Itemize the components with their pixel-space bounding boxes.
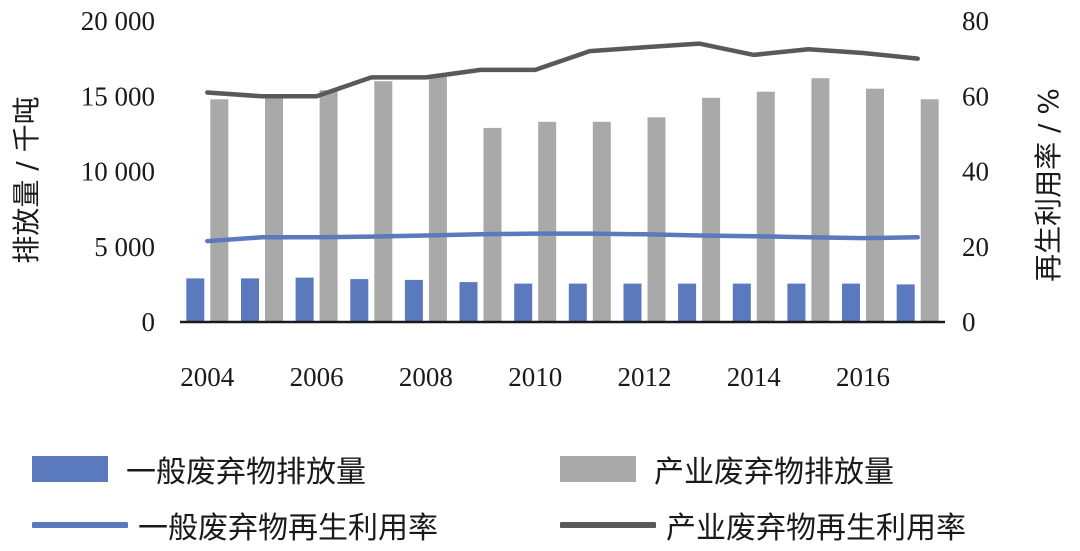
bar-series-0-2011 [568,283,587,322]
bar-series-1-2004 [210,99,229,322]
x-tick-label-2004: 2004 [180,362,235,392]
lines-layer [205,41,920,244]
bar-series-0-2005 [241,278,259,322]
right-axis-title: 再生利用率 / % [1032,88,1065,282]
legend-swatch-industrial-recycling [560,522,656,528]
bar-series-1-2011 [592,121,611,322]
legend-item-general-emission: 一般废弃物排放量 [32,444,366,494]
line-series-2 [205,231,920,244]
bar-series-0-2015 [787,283,806,322]
bar-series-0-2017 [896,284,915,322]
x-axis-ticks: 2004 2006 2008 2010 2012 2014 2016 [180,362,890,392]
bar-series-1-2017 [920,99,939,322]
x-tick-label-2006: 2006 [290,362,344,392]
legend-label-general-emission: 一般废弃物排放量 [126,455,366,490]
bars-layer [186,75,939,323]
bar-series-1-2005 [265,97,283,322]
bar-series-0-2013 [678,283,697,322]
bar-series-0-2008 [404,279,423,322]
left-tick-label-3: 15 000 [81,81,155,111]
legend-swatch-general-recycling [32,522,128,528]
bar-series-1-2014 [756,91,775,322]
left-tick-label-2: 10 000 [81,157,155,187]
bar-series-1-2009 [483,127,502,323]
bar-series-0-2007 [350,279,369,322]
bar-series-1-2016 [866,88,884,322]
legend-item-industrial-recycling: 产业废弃物再生利用率 [560,500,966,550]
x-tick-label-2012: 2012 [618,362,672,392]
right-tick-label-1: 20 [962,232,989,262]
legend-item-general-recycling: 一般废弃物再生利用率 [32,500,438,550]
left-tick-label-1: 5 000 [94,232,155,262]
left-axis-title: 排放量 / 千吨 [10,96,43,263]
bar-series-0-2004 [186,278,205,322]
bar-series-1-2013 [702,97,721,322]
x-tick-label-2010: 2010 [508,362,562,392]
legend-swatch-general-emission [32,456,108,482]
bar-series-0-2010 [514,283,533,322]
x-tick-label-2014: 2014 [727,362,782,392]
left-tick-label-4: 20 000 [81,6,155,36]
bar-series-0-2012 [623,283,642,322]
legend-swatch-industrial-emission [560,456,636,482]
left-axis-ticks: 0 5 000 10 000 15 000 20 000 [81,6,155,337]
bar-series-0-2014 [732,283,751,322]
left-tick-label-0: 0 [142,307,156,337]
bar-series-1-2006 [319,90,338,322]
bar-series-1-2010 [538,121,557,322]
right-tick-label-4: 80 [962,6,989,36]
legend-label-industrial-emission: 产业废弃物排放量 [654,455,894,490]
legend: 一般废弃物排放量 产业废弃物排放量 一般废弃物再生利用率 产业废弃物再生利用率 [0,440,1080,551]
right-axis-ticks: 0 20 40 60 80 [962,6,989,337]
x-tick-label-2008: 2008 [399,362,453,392]
right-tick-label-3: 60 [962,81,989,111]
bar-series-1-2015 [811,78,830,322]
bar-series-1-2012 [647,117,666,322]
right-tick-label-2: 40 [962,157,989,187]
bar-series-0-2009 [459,282,478,322]
x-tick-label-2016: 2016 [836,362,890,392]
legend-label-industrial-recycling: 产业废弃物再生利用率 [666,511,966,546]
line-series-3 [205,41,920,99]
bar-series-1-2007 [374,81,393,322]
bar-series-0-2006 [295,277,314,322]
legend-label-general-recycling: 一般废弃物再生利用率 [138,511,438,546]
bar-series-1-2008 [428,75,447,322]
legend-item-industrial-emission: 产业废弃物排放量 [560,444,894,494]
right-tick-label-0: 0 [962,307,976,337]
bar-series-0-2016 [842,283,860,322]
